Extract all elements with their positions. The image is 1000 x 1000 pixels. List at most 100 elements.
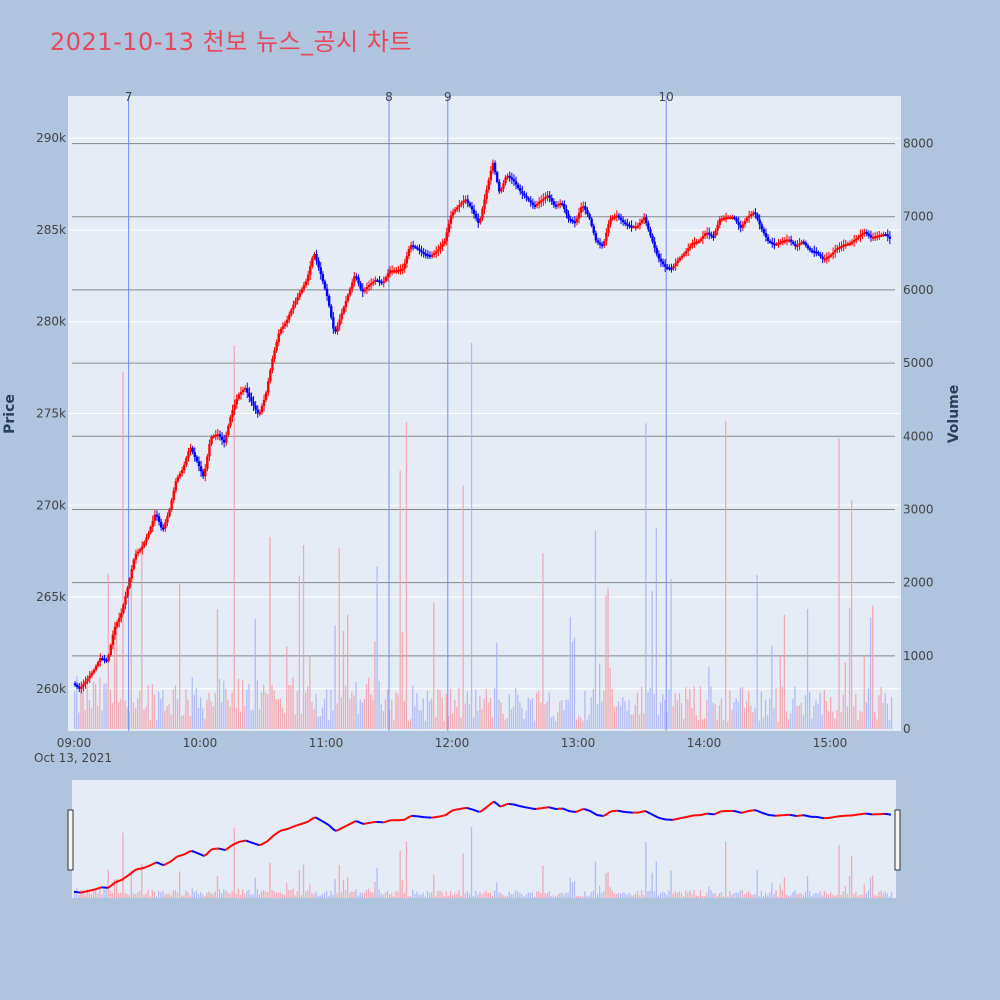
slider-volume-bar [143,894,145,898]
slider-volume-bar [817,893,819,898]
candle-body [75,684,79,687]
candle-body [735,218,738,222]
slider-volume-bar [859,894,861,898]
slider-price-segment [646,811,650,814]
slider-volume-bar [842,891,844,898]
slider-price-segment [409,814,413,818]
slider-price-segment [252,841,255,845]
candle-body [252,401,255,406]
volume-bar [802,715,804,729]
candle-body [250,397,253,402]
slider-price-segment [256,843,260,846]
slider-volume-bar [517,891,519,898]
slider-volume-bar [124,892,126,898]
slider-volume-bar [118,893,120,898]
candle-body [827,256,831,259]
candle-body [241,389,245,393]
volume-bar [861,712,863,729]
volume-bar [767,715,769,729]
volume-bar [624,701,626,729]
slider-volume-bar [636,891,639,898]
candle-body [687,248,690,252]
slider-volume-bar [170,895,172,898]
slider-volume-bar [869,877,872,898]
slider-volume-bar [752,894,754,898]
candle-body [661,261,665,265]
slider-price-segment [445,812,449,816]
volume-bar [395,692,397,729]
candle-body [754,212,757,215]
slider-volume-bar [855,891,857,898]
volume-bar [424,720,426,729]
slider-volume-bar [798,893,800,898]
volume-bar [181,715,183,729]
slider-volume-bar [265,891,267,898]
candle-body [483,199,486,209]
candle-body [821,256,824,259]
volume-bar [378,680,380,729]
slider-volume-bar [407,896,410,898]
candle-body [420,250,423,253]
candle-body [716,224,719,231]
price-candles[interactable] [73,159,892,694]
slider-volume-bar [321,894,324,898]
volume-bar [655,528,657,729]
candle-body [878,235,881,238]
slider-volume-bar [485,890,487,898]
volume-bar [139,690,141,729]
candle-body [361,288,364,292]
volume-bar [760,691,762,729]
slider-volume-bar [502,895,504,898]
volume-bar [111,702,114,729]
volume-bar [187,699,189,729]
slider-price-segment [329,825,333,830]
slider-volume-bar [733,893,735,898]
volume-bar [769,698,771,729]
slider-price-segment [302,821,306,825]
slider-volume-bar [193,891,195,898]
candle-body [613,216,616,219]
candle-body [317,260,320,268]
candle-body [672,266,675,269]
candle-body [256,409,259,414]
slider-volume-bar [607,872,609,898]
slider-volume-bar [347,877,349,898]
volume-tick-label: 7000 [903,210,934,224]
range-slider[interactable] [72,780,896,898]
candle-body [449,215,453,224]
slider-volume-bar [210,892,212,898]
slider-volume-bar [790,895,792,898]
volume-bar [529,699,531,729]
candle-body [113,626,117,635]
candle-body [367,284,371,288]
slider-volume-bar [794,890,796,898]
volume-bar [561,700,563,729]
volume-bar [641,686,643,729]
volume-bar [651,590,653,729]
volume-bar [785,711,788,729]
news-markers[interactable]: 7 8 9 10 [125,90,674,731]
volume-bar [275,699,277,729]
candle-body [130,569,133,579]
range-slider-left-handle[interactable] [67,809,74,871]
slider-volume-bar [884,891,886,898]
volume-bar [288,684,290,729]
slider-volume-bar [804,891,807,898]
slider-volume-bar [393,896,395,898]
slider-price-segment [205,851,210,856]
range-slider-right-handle[interactable] [894,809,901,871]
volume-bar [788,718,790,729]
slider-price-segment [268,836,273,841]
volume-bar [584,690,586,729]
candle-body [382,281,385,284]
slider-volume-bar [657,895,660,898]
volume-bar [281,707,284,729]
slider-volume-bar [710,890,712,898]
candle-body [183,464,186,471]
candle-body [327,295,331,307]
volume-bar [571,642,573,729]
slider-volume-bar [582,896,584,898]
volume-bar [697,720,699,729]
volume-bar [867,688,870,729]
